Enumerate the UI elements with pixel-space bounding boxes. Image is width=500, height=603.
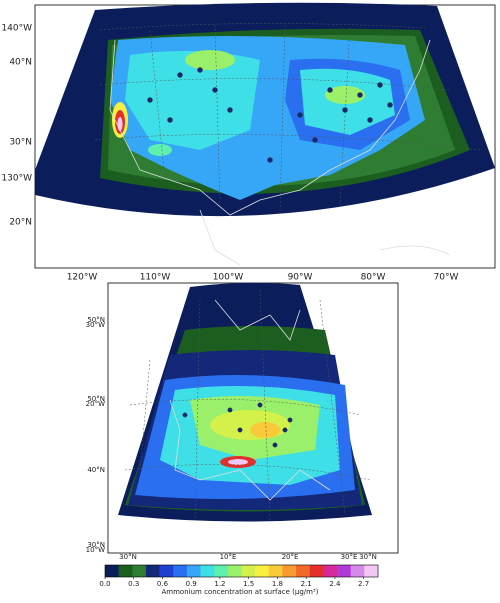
- longitude-label: 30°E: [341, 553, 358, 561]
- colorbar-segment: [173, 565, 188, 577]
- longitude-label: 30°N: [359, 553, 377, 561]
- colorbar-segment: [323, 565, 338, 577]
- colorbar-segment: [309, 565, 324, 577]
- colorbar-segment: [200, 565, 215, 577]
- colorbar-segment: [132, 565, 147, 577]
- colorbar-frame: [104, 564, 379, 578]
- colorbar-segment: [350, 565, 365, 577]
- longitude-label: 90°W: [288, 273, 313, 283]
- longitude-label: 100°W: [213, 273, 244, 283]
- latitude-label: 30°W: [86, 321, 105, 329]
- colorbar-tick-label: 2.4: [329, 580, 341, 588]
- latitude-label: 40°N: [9, 58, 32, 68]
- latitude-label: 30°N: [9, 138, 32, 148]
- latitude-label: 40°N: [87, 466, 105, 474]
- colorbar-tick-label: 0.0: [99, 580, 110, 588]
- colorbar-segment: [282, 565, 297, 577]
- colorbar-segment: [159, 565, 174, 577]
- colorbar-label: Ammonium concentration at surface (µg/m³…: [162, 588, 319, 596]
- colorbar-tick-label: 1.5: [243, 580, 254, 588]
- latitude-label: 50°N: [87, 316, 105, 324]
- colorbar-segment: [105, 565, 119, 577]
- longitude-label: 30°N: [119, 553, 137, 561]
- longitude-label: 70°W: [434, 273, 459, 283]
- colorbar-segment: [145, 565, 160, 577]
- longitude-label: 10°E: [220, 553, 237, 561]
- colorbar-segment: [214, 565, 229, 577]
- colorbar-tick-label: 1.2: [214, 580, 225, 588]
- latitude-label: 30°N: [87, 541, 105, 549]
- colorbar-segment: [255, 565, 270, 577]
- latitude-label: 140°W: [1, 24, 32, 34]
- colorbar-segment: [118, 565, 133, 577]
- longitude-label: 120°W: [67, 273, 98, 283]
- longitude-label: 20°E: [282, 553, 299, 561]
- colorbar-segment: [364, 565, 379, 577]
- colorbar-tick-label: 0.9: [186, 580, 197, 588]
- colorbar-tick-label: 0.3: [128, 580, 139, 588]
- colorbar-tick-label: 2.7: [358, 580, 369, 588]
- longitude-label: 110°W: [140, 273, 171, 283]
- colorbar-segment: [227, 565, 242, 577]
- colorbar-segment: [241, 565, 256, 577]
- longitude-label: 80°W: [361, 273, 386, 283]
- colorbar-segment: [337, 565, 351, 577]
- colorbar-segment: [268, 565, 283, 577]
- latitude-label: 20°N: [9, 218, 32, 228]
- colorbar-segment: [296, 565, 311, 577]
- colorbar-tick-label: 2.1: [301, 580, 312, 588]
- europe-map: [118, 282, 372, 522]
- colorbar-tick-label: 1.8: [272, 580, 283, 588]
- colorbar-segment: [186, 565, 201, 577]
- latitude-label: 130°W: [1, 174, 32, 184]
- latitude-label: 50°N: [87, 395, 105, 403]
- colorbar-tick-label: 0.6: [157, 580, 169, 588]
- us-map: [35, 2, 495, 266]
- latitude-label: 10°W: [86, 546, 105, 554]
- latitude-label: 20°W: [86, 400, 105, 408]
